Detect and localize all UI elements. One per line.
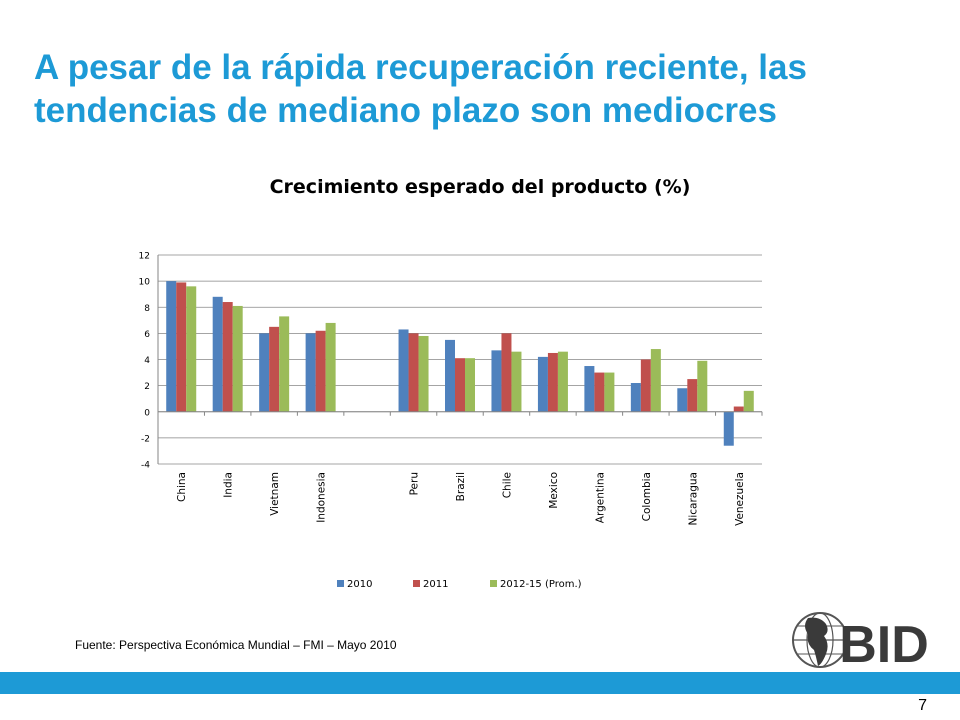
page-number: 7 [918,697,927,714]
bar-mexico-2010 [537,356,548,412]
bar-mexico-2011 [547,352,558,412]
bar-brazil-2011 [455,358,465,412]
x-category-label: Vietnam [269,472,281,516]
bar-brazil-2010 [445,339,455,412]
bar-venezuela-2010 [723,411,734,446]
bar-argentina-2011 [594,372,605,412]
x-category-label: Indonesia [316,472,328,523]
legend-swatch [413,580,420,587]
y-tick-label: -2 [141,434,150,444]
bar-nicaragua-2012-15-prom- [697,360,708,412]
bid-logo: BID [792,612,929,672]
footer-bar [0,672,960,694]
x-category-label: Argentina [594,472,606,523]
bar-venezuela-2011 [733,406,744,412]
x-category-label: Nicaragua [687,472,699,525]
y-tick-label: 0 [144,408,150,418]
bar-brazil-2012-15-prom- [465,358,475,412]
x-category-label: Venezuela [734,472,746,526]
bar-colombia-2011 [640,359,651,412]
bar-india-2010 [212,296,223,412]
y-tick-label: 6 [144,330,150,340]
slide-title: A pesar de la rápida recuperación recien… [34,46,934,132]
y-tick-label: 4 [144,356,150,366]
bar-argentina-2010 [584,366,595,412]
bar-peru-2010 [398,329,409,412]
x-category-label: Peru [409,472,421,495]
bar-chile-2012-15-prom- [511,351,522,412]
x-category-label: Mexico [548,472,560,509]
bar-argentina-2012-15-prom- [604,372,615,412]
bar-chile-2011 [501,333,512,412]
bar-mexico-2012-15-prom- [557,351,568,412]
bar-peru-2012-15-prom- [418,335,429,412]
bar-indonesia-2011 [315,330,326,412]
y-tick-label: 8 [144,304,150,314]
x-category-label: Chile [501,472,513,498]
source-note: Fuente: Perspectiva Económica Mundial – … [75,638,397,652]
bar-peru-2011 [408,333,419,412]
y-tick-label: 10 [139,278,151,288]
bar-india-2012-15-prom- [232,305,243,412]
bar-china-2011 [176,282,187,412]
x-category-label: China [176,472,188,502]
legend-label: 2011 [423,579,448,590]
bar-colombia-2010 [630,383,641,412]
x-category-label: Brazil [455,472,467,501]
y-tick-label: -4 [141,461,150,471]
bar-vietnam-2011 [269,326,280,412]
slide-title-line-2: tendencias de mediano plazo son mediocre… [34,91,777,130]
bar-vietnam-2010 [259,333,270,412]
slide-title-line-1: A pesar de la rápida recuperación recien… [34,48,807,87]
bar-china-2012-15-prom- [186,286,197,412]
bar-chart: -4 -2 0 2 4 6 8 10 12 China India Vietnam Indonesia P… [139,252,763,590]
legend-label: 2010 [347,579,372,590]
x-category-label: Colombia [641,472,653,521]
y-tick-label: 12 [139,252,150,262]
x-category-label: India [223,472,235,498]
globe-icon [792,612,848,668]
legend-swatch [337,580,344,587]
bar-indonesia-2010 [305,333,316,412]
bar-indonesia-2012-15-prom- [325,322,336,412]
bar-nicaragua-2011 [687,379,698,412]
legend-label: 2012-15 (Prom.) [500,579,582,590]
chart-title: Crecimiento esperado del producto (%) [269,176,691,198]
bar-nicaragua-2010 [677,388,688,412]
bar-china-2010 [166,281,177,412]
bar-venezuela-2012-15-prom- [743,390,754,412]
logo-wordmark: BID [839,616,929,672]
y-tick-label: 2 [144,382,150,392]
bar-chile-2010 [491,350,502,412]
bar-vietnam-2012-15-prom- [279,316,290,412]
bar-india-2011 [222,302,233,412]
legend-swatch [490,580,497,587]
bar-colombia-2012-15-prom- [650,349,661,412]
